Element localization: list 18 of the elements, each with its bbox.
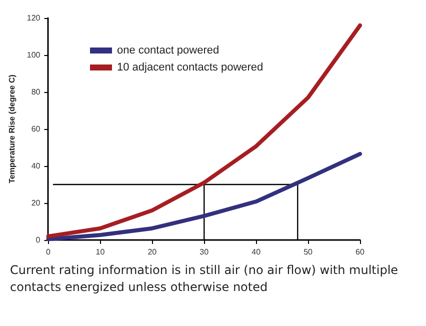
x-tick-label: 60 (356, 248, 365, 256)
x-tick-label: 50 (304, 248, 314, 256)
y-tick-label: 60 (31, 124, 41, 134)
legend-label: 10 adjacent contacts powered (117, 62, 264, 74)
x-tick-label: 0 (46, 248, 52, 256)
y-tick-label: 100 (26, 50, 41, 60)
x-tick-label: 10 (96, 248, 106, 256)
x-tick-label: 40 (252, 248, 262, 256)
x-tick-label: 30 (200, 248, 210, 256)
y-tick-label: 20 (31, 198, 41, 208)
y-tick-label: 0 (36, 236, 41, 244)
text: Current rating information is in still air (no air flow) with multiple contacts energized unless otherwise noted (9, 262, 400, 296)
legend-label: one contact powered (117, 44, 220, 56)
y-tick-label: 120 (26, 14, 41, 22)
y-axis-title: Temperature Rise (degree C) (8, 74, 16, 184)
y-tick-label: 40 (31, 162, 41, 170)
y-tick-label: 80 (31, 88, 41, 96)
x-tick-label: 20 (148, 248, 158, 256)
